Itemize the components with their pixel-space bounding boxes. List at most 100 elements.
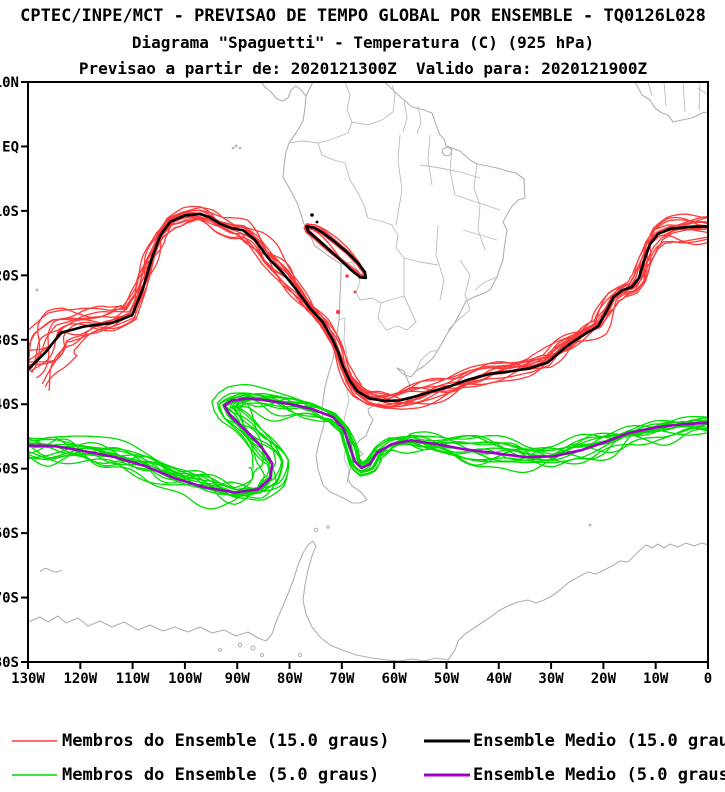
- coastline: [305, 82, 314, 97]
- tiny-contour-dot: [310, 213, 314, 217]
- chart-legend: Membros do Ensemble (15.0 graus) Ensemble…: [12, 731, 725, 785]
- legend-entry: Membros do Ensemble (5.0 graus): [12, 765, 379, 785]
- coastline: [634, 82, 708, 123]
- country-border: [435, 224, 445, 301]
- map-frame: [27, 81, 709, 663]
- country-border: [682, 82, 686, 113]
- lon-tick-label: 130W: [11, 671, 45, 687]
- island-speck: [259, 652, 265, 658]
- ensemble-mean-temperature-5C: [28, 397, 708, 494]
- country-border: [419, 164, 481, 179]
- lat-tick-label: 10N: [0, 75, 19, 91]
- lon-tick-label: 50W: [434, 671, 460, 687]
- lon-tick-label: 10W: [643, 671, 669, 687]
- lon-tick-label: 110W: [116, 671, 150, 687]
- ensemble-member-line: [28, 393, 708, 494]
- country-border: [351, 84, 396, 126]
- lat-tick-label: 60S: [0, 526, 19, 542]
- country-border: [427, 134, 433, 186]
- island-speck: [238, 146, 242, 150]
- chart-subtitle: Diagrama "Spaguetti" - Temperatura (C) (…: [132, 33, 594, 52]
- lon-tick-label: 70W: [329, 671, 355, 687]
- chart-titles: CPTEC/INPE/MCT - PREVISAO DE TEMPO GLOBA…: [20, 6, 706, 78]
- country-border: [698, 82, 701, 111]
- legend-label: Membros do Ensemble (5.0 graus): [62, 765, 379, 785]
- country-border: [395, 134, 403, 226]
- country-border: [367, 217, 405, 259]
- country-border: [647, 82, 653, 97]
- country-border: [462, 229, 498, 241]
- lon-tick-label: 0: [704, 671, 712, 687]
- island-speck: [35, 288, 39, 292]
- lat-tick-label: 20S: [0, 268, 19, 284]
- coastline: [441, 146, 453, 157]
- ensemble-members-temperature-15C-andes-closed: [303, 223, 367, 279]
- country-border: [288, 132, 349, 144]
- lon-tick-label: 60W: [382, 671, 408, 687]
- legend-entry: Ensemble Medio (5.0 graus): [424, 765, 725, 785]
- country-border: [415, 349, 439, 372]
- country-border: [697, 87, 708, 96]
- ensemble-member-line: [28, 396, 708, 496]
- lat-tick-label: 80S: [0, 655, 19, 671]
- country-border: [473, 163, 481, 206]
- island-speck: [237, 642, 243, 648]
- lat-tick-label: 40S: [0, 397, 19, 413]
- country-border: [359, 258, 405, 304]
- ensemble-member-line: [28, 402, 708, 491]
- ensemble-mean-temperature-15C-andes-closed: [305, 225, 368, 280]
- tiny-contour-dot: [353, 290, 357, 294]
- tiny-contour-dot: [315, 220, 319, 224]
- lat-tick-label: EQ: [2, 139, 19, 155]
- country-border: [344, 82, 353, 134]
- coastline: [447, 542, 708, 661]
- tiny-contour-dot: [345, 274, 349, 278]
- ensemble-members-temperature-15C: [28, 205, 708, 410]
- ensemble-member-line: [30, 213, 708, 408]
- lon-tick-label: 100W: [168, 671, 202, 687]
- country-border: [377, 295, 417, 331]
- coastline: [260, 82, 526, 504]
- lon-tick-label: 20W: [591, 671, 617, 687]
- legend-label: Ensemble Medio (15.0 graus): [473, 731, 725, 751]
- country-border: [477, 204, 486, 251]
- country-border: [447, 309, 471, 331]
- lon-tick-label: 120W: [63, 671, 97, 687]
- lon-tick-label: 80W: [277, 671, 303, 687]
- lat-tick-label: 50S: [0, 462, 19, 478]
- chart-validity-line: Previsao a partir de: 2020121300Z Valido…: [79, 59, 648, 78]
- legend-label: Membros do Ensemble (15.0 graus): [62, 731, 390, 751]
- legend-label: Ensemble Medio (5.0 graus): [473, 765, 725, 785]
- legend-entry: Membros do Ensemble (15.0 graus): [12, 731, 390, 751]
- chart-title: CPTEC/INPE/MCT - PREVISAO DE TEMPO GLOBA…: [20, 6, 706, 26]
- legend-entry: Ensemble Medio (15.0 graus): [424, 731, 725, 751]
- country-border: [338, 317, 350, 484]
- country-border: [416, 105, 422, 135]
- country-border: [402, 99, 408, 133]
- lon-tick-label: 30W: [538, 671, 564, 687]
- ensemble-member-line: [28, 212, 708, 398]
- ensemble-member-line: [28, 398, 708, 499]
- country-border: [317, 142, 346, 164]
- coastline: [39, 567, 63, 573]
- island-speck: [250, 645, 256, 651]
- island-speck: [297, 652, 303, 658]
- island-speck: [588, 523, 592, 527]
- tiny-contour-dot: [335, 309, 341, 315]
- map-frame-and-axes: 130W 120W 110W 100W 90W 80W 70W 60W 50W 40W 30W 20W…: [0, 75, 712, 687]
- island-speck: [218, 648, 222, 652]
- lat-tick-label: 70S: [0, 591, 19, 607]
- country-border: [454, 194, 501, 211]
- country-border: [474, 276, 498, 291]
- island-speck: [231, 146, 235, 150]
- country-border: [459, 259, 471, 311]
- basemap-coastlines: [28, 82, 708, 662]
- ensemble-mean-temperature-15C: [28, 212, 708, 403]
- ensemble-members-temperature-5C: [28, 383, 708, 510]
- lat-tick-label: 30S: [0, 333, 19, 349]
- country-border: [344, 162, 369, 219]
- lon-tick-label: 40W: [486, 671, 512, 687]
- island-speck: [326, 525, 330, 529]
